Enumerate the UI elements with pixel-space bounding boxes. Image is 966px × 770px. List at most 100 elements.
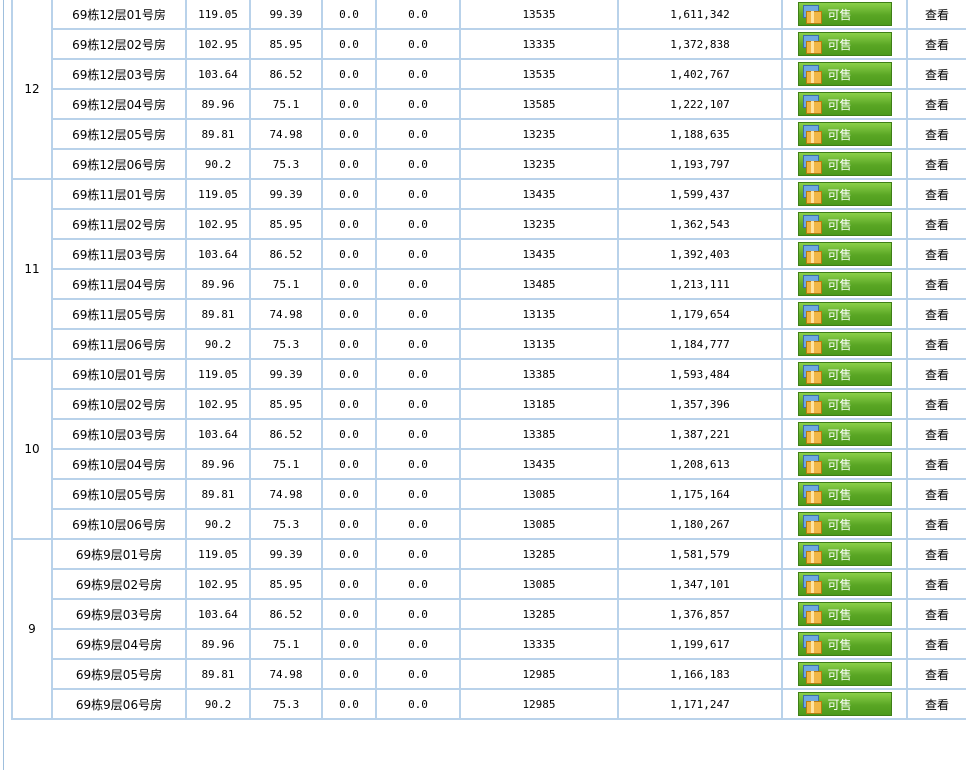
unit-price: 13335 bbox=[522, 37, 556, 51]
table-row: 69栋11层06号房 90.2 75.3 0.0 0.0 13135 1,184… bbox=[12, 328, 966, 360]
view-cell: 查看 bbox=[906, 538, 966, 570]
building-area: 89.96 bbox=[201, 637, 235, 651]
inner-area-cell: 99.39 bbox=[249, 358, 323, 390]
building-area: 89.81 bbox=[201, 667, 235, 681]
view-link[interactable]: 查看 bbox=[924, 247, 949, 262]
view-link[interactable]: 查看 bbox=[924, 427, 949, 442]
view-link[interactable]: 查看 bbox=[924, 577, 949, 592]
value-b: 0.0 bbox=[408, 307, 428, 321]
for-sale-button[interactable]: 可售 bbox=[797, 122, 892, 146]
view-link[interactable]: 查看 bbox=[924, 277, 949, 292]
for-sale-label: 可售 bbox=[827, 577, 852, 592]
col-a-cell: 0.0 bbox=[321, 238, 377, 270]
building-area: 102.95 bbox=[198, 577, 238, 591]
status-cell: 可售 bbox=[781, 178, 908, 210]
for-sale-button[interactable]: 可售 bbox=[797, 392, 892, 416]
unit-price-cell: 13435 bbox=[459, 178, 619, 210]
building-area: 119.05 bbox=[198, 547, 238, 561]
for-sale-button[interactable]: 可售 bbox=[797, 362, 892, 386]
for-sale-button[interactable]: 可售 bbox=[797, 692, 892, 716]
total-price: 1,593,484 bbox=[670, 367, 730, 381]
view-link[interactable]: 查看 bbox=[924, 157, 949, 172]
value-b: 0.0 bbox=[408, 217, 428, 231]
view-link[interactable]: 查看 bbox=[924, 697, 949, 712]
room-name-cell: 69栋10层02号房 bbox=[51, 388, 187, 420]
room-name: 69栋10层06号房 bbox=[72, 517, 166, 532]
view-link[interactable]: 查看 bbox=[924, 217, 949, 232]
unit-price: 13135 bbox=[522, 307, 556, 321]
total-price: 1,347,101 bbox=[670, 577, 730, 591]
for-sale-button[interactable]: 可售 bbox=[797, 512, 892, 536]
room-name: 69栋11层05号房 bbox=[72, 307, 166, 322]
package-icon bbox=[802, 185, 822, 204]
view-link[interactable]: 查看 bbox=[924, 187, 949, 202]
col-b-cell: 0.0 bbox=[375, 328, 461, 360]
for-sale-button[interactable]: 可售 bbox=[797, 32, 892, 56]
for-sale-button[interactable]: 可售 bbox=[797, 272, 892, 296]
status-cell: 可售 bbox=[781, 688, 908, 720]
value-a: 0.0 bbox=[339, 37, 359, 51]
building-area: 90.2 bbox=[204, 337, 232, 351]
for-sale-button[interactable]: 可售 bbox=[797, 332, 892, 356]
view-link[interactable]: 查看 bbox=[924, 307, 949, 322]
inner-area-cell: 75.3 bbox=[249, 508, 323, 540]
inner-area: 75.3 bbox=[272, 697, 300, 711]
unit-price-cell: 13285 bbox=[459, 538, 619, 570]
view-link[interactable]: 查看 bbox=[924, 607, 949, 622]
view-link[interactable]: 查看 bbox=[924, 97, 949, 112]
room-name-cell: 69栋11层05号房 bbox=[51, 298, 187, 330]
for-sale-button[interactable]: 可售 bbox=[797, 62, 892, 86]
inner-area: 75.1 bbox=[272, 277, 300, 291]
for-sale-label: 可售 bbox=[827, 37, 852, 52]
for-sale-button[interactable]: 可售 bbox=[797, 662, 892, 686]
for-sale-button[interactable]: 可售 bbox=[797, 572, 892, 596]
value-b: 0.0 bbox=[408, 457, 428, 471]
for-sale-button[interactable]: 可售 bbox=[797, 422, 892, 446]
inner-area: 99.39 bbox=[269, 367, 303, 381]
for-sale-button[interactable]: 可售 bbox=[797, 302, 892, 326]
for-sale-button[interactable]: 可售 bbox=[797, 2, 892, 26]
value-b: 0.0 bbox=[408, 337, 428, 351]
view-cell: 查看 bbox=[906, 628, 966, 660]
view-link[interactable]: 查看 bbox=[924, 517, 949, 532]
room-name-cell: 69栋9层06号房 bbox=[51, 688, 187, 720]
total-price-cell: 1,376,857 bbox=[617, 598, 783, 630]
col-b-cell: 0.0 bbox=[375, 418, 461, 450]
view-link[interactable]: 查看 bbox=[924, 367, 949, 382]
status-cell: 可售 bbox=[781, 238, 908, 270]
view-link[interactable]: 查看 bbox=[924, 37, 949, 52]
view-link[interactable]: 查看 bbox=[924, 457, 949, 472]
for-sale-button[interactable]: 可售 bbox=[797, 152, 892, 176]
col-a-cell: 0.0 bbox=[321, 88, 377, 120]
for-sale-button[interactable]: 可售 bbox=[797, 242, 892, 266]
col-b-cell: 0.0 bbox=[375, 208, 461, 240]
view-link[interactable]: 查看 bbox=[924, 127, 949, 142]
package-icon bbox=[802, 635, 822, 654]
room-name-cell: 69栋11层01号房 bbox=[51, 178, 187, 210]
for-sale-button[interactable]: 可售 bbox=[797, 482, 892, 506]
for-sale-label: 可售 bbox=[827, 7, 852, 22]
for-sale-button[interactable]: 可售 bbox=[797, 452, 892, 476]
for-sale-button[interactable]: 可售 bbox=[797, 632, 892, 656]
status-cell: 可售 bbox=[781, 328, 908, 360]
view-link[interactable]: 查看 bbox=[924, 637, 949, 652]
area-cell: 102.95 bbox=[185, 28, 251, 60]
view-link[interactable]: 查看 bbox=[924, 67, 949, 82]
table-row: 69栋12层06号房 90.2 75.3 0.0 0.0 13235 1,193… bbox=[12, 148, 966, 180]
view-link[interactable]: 查看 bbox=[924, 7, 949, 22]
for-sale-button[interactable]: 可售 bbox=[797, 182, 892, 206]
for-sale-button[interactable]: 可售 bbox=[797, 92, 892, 116]
inner-area-cell: 85.95 bbox=[249, 388, 323, 420]
for-sale-button[interactable]: 可售 bbox=[797, 212, 892, 236]
for-sale-button[interactable]: 可售 bbox=[797, 542, 892, 566]
view-link[interactable]: 查看 bbox=[924, 667, 949, 682]
inner-area: 75.3 bbox=[272, 157, 300, 171]
status-cell: 可售 bbox=[781, 118, 908, 150]
view-link[interactable]: 查看 bbox=[924, 337, 949, 352]
for-sale-button[interactable]: 可售 bbox=[797, 602, 892, 626]
package-icon bbox=[802, 455, 822, 474]
view-link[interactable]: 查看 bbox=[924, 397, 949, 412]
col-a-cell: 0.0 bbox=[321, 688, 377, 720]
view-link[interactable]: 查看 bbox=[924, 547, 949, 562]
view-link[interactable]: 查看 bbox=[924, 487, 949, 502]
